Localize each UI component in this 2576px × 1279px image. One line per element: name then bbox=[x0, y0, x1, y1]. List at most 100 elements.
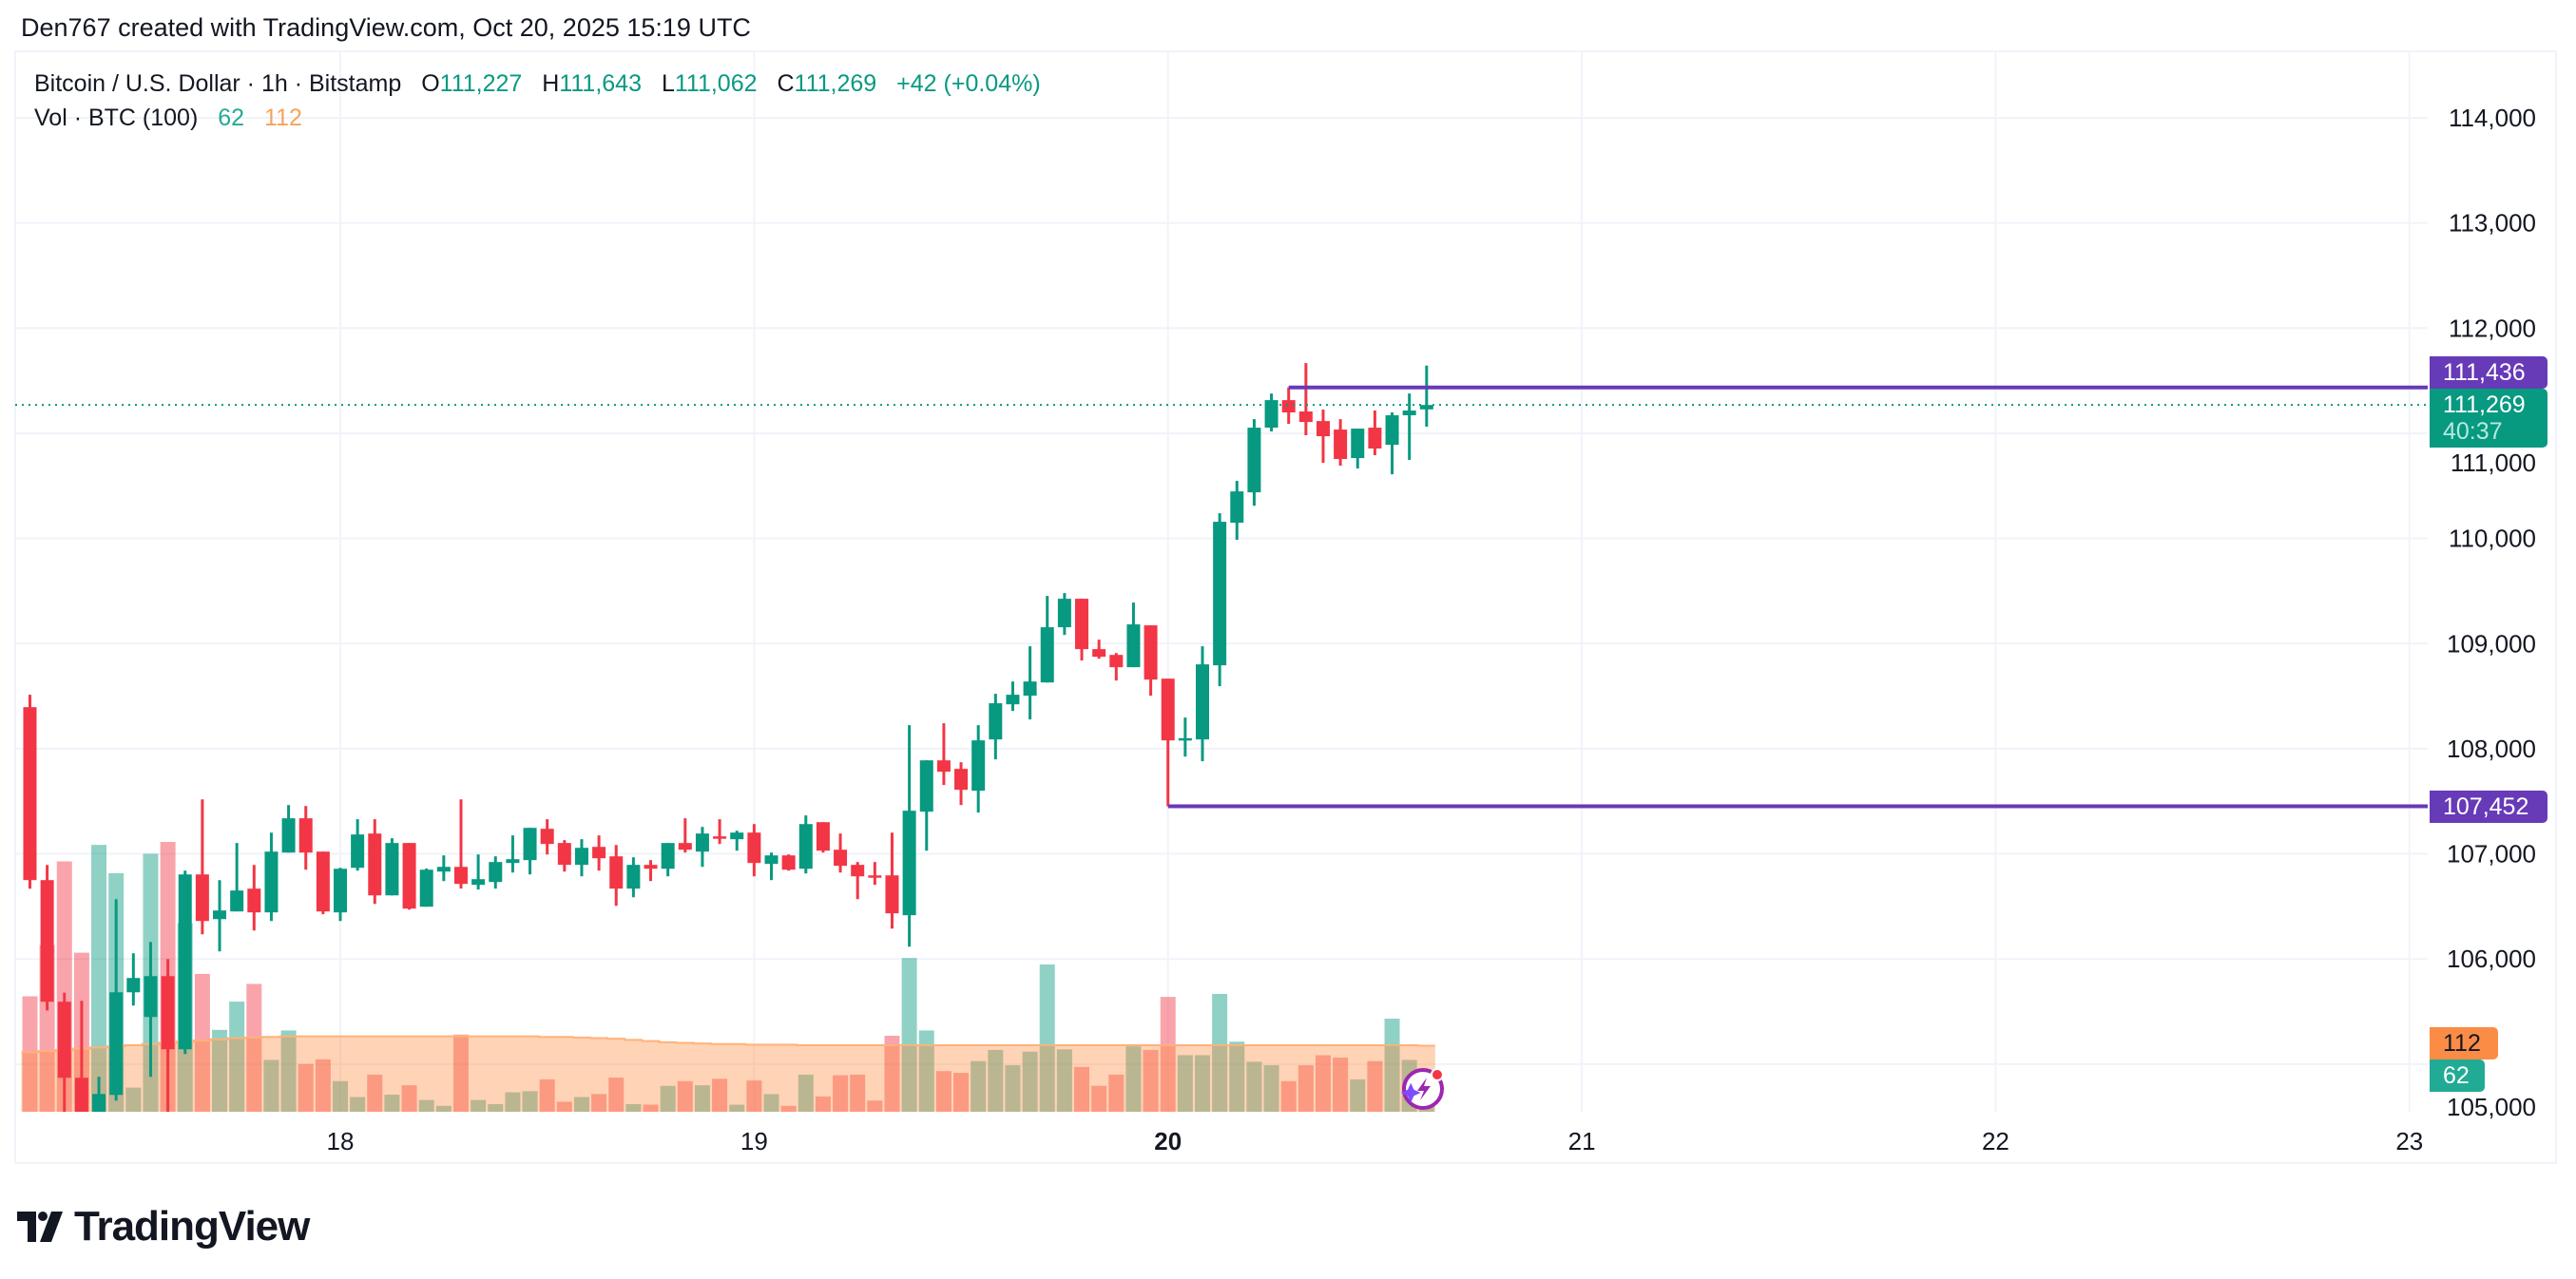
volume-ma-line bbox=[21, 1035, 1435, 1054]
candle-body bbox=[1092, 649, 1106, 658]
time-tick-label: 22 bbox=[1982, 1127, 2009, 1155]
volume-bar bbox=[884, 1036, 900, 1112]
volume-bar bbox=[1298, 1065, 1314, 1112]
candle-body bbox=[1178, 737, 1192, 741]
candle-body bbox=[74, 1078, 88, 1112]
chart-frame bbox=[14, 50, 2557, 1164]
close-label: C bbox=[777, 70, 795, 97]
tradingview-logo[interactable]: TradingView bbox=[17, 1203, 310, 1250]
volume-bar bbox=[1350, 1079, 1366, 1112]
volume-bar bbox=[833, 1075, 849, 1112]
candle-body bbox=[385, 843, 399, 896]
candle-body bbox=[178, 874, 192, 1050]
volume-bar bbox=[746, 1080, 762, 1112]
candle-body bbox=[471, 879, 486, 886]
assistant-icon[interactable] bbox=[1400, 1068, 1444, 1110]
price-tick-label: 109,000 bbox=[2447, 629, 2536, 658]
volume-title[interactable]: Vol · BTC (100) bbox=[34, 105, 199, 131]
candle-body bbox=[1144, 625, 1158, 680]
tradingview-logo-text: TradingView bbox=[74, 1203, 310, 1250]
candle-body bbox=[574, 848, 588, 866]
symbol-title[interactable]: Bitcoin / U.S. Dollar · 1h · Bitstamp bbox=[34, 70, 402, 97]
volume-bar bbox=[815, 1096, 831, 1112]
candle-body bbox=[713, 836, 727, 839]
candle-body bbox=[109, 992, 124, 1096]
time-tick-label: 23 bbox=[2395, 1127, 2423, 1155]
last-price-badge: 111,269 40:37 bbox=[2430, 389, 2547, 448]
volume-bar bbox=[1091, 1085, 1107, 1112]
volume-bar bbox=[677, 1080, 693, 1112]
volume-bar bbox=[22, 996, 38, 1112]
volume-bar bbox=[573, 1097, 589, 1112]
candle-body bbox=[1298, 411, 1313, 423]
volume-bar bbox=[1367, 1060, 1383, 1112]
volume-bar bbox=[1039, 964, 1055, 1112]
price-tick-label: 110,000 bbox=[2449, 525, 2536, 553]
volume-ma-badge: 112 bbox=[2430, 1027, 2498, 1059]
candle-body bbox=[936, 760, 951, 773]
candle-body bbox=[661, 843, 675, 869]
candle-body bbox=[1334, 430, 1348, 460]
candle-body bbox=[419, 869, 433, 907]
high-label: H bbox=[542, 70, 560, 97]
candles bbox=[23, 363, 1433, 1112]
candle-body bbox=[230, 890, 244, 912]
volume-bar bbox=[350, 1097, 366, 1112]
tradingview-logo-icon bbox=[17, 1212, 63, 1242]
candle-body bbox=[23, 707, 37, 881]
candle-body bbox=[1230, 491, 1244, 524]
candle-body bbox=[592, 847, 606, 859]
volume-bar bbox=[1315, 1055, 1331, 1112]
volume-bar bbox=[660, 1085, 676, 1112]
candle-body bbox=[764, 855, 779, 865]
high-value: 111,643 bbox=[559, 70, 642, 97]
volume-bar bbox=[1246, 1061, 1262, 1112]
candle-body bbox=[954, 769, 969, 791]
candle-body bbox=[316, 851, 330, 912]
candle-body bbox=[1213, 522, 1227, 666]
volume-bar bbox=[953, 1073, 970, 1112]
time-axis[interactable]: 18 19 20 21 22 23 bbox=[327, 1127, 2424, 1155]
volume-bar bbox=[935, 1071, 952, 1112]
volume-bar bbox=[1280, 1080, 1297, 1112]
chart-legend: Bitcoin / U.S. Dollar · 1h · Bitstamp O1… bbox=[34, 67, 1041, 135]
candle-body bbox=[213, 910, 227, 920]
resistance-price-badge: 111,436 bbox=[2430, 356, 2547, 389]
candle-body bbox=[919, 760, 933, 812]
volume-bar bbox=[780, 1105, 797, 1112]
last-price-value: 111,269 bbox=[2443, 391, 2526, 418]
candle-body bbox=[609, 856, 624, 889]
candle-body bbox=[626, 865, 641, 889]
volume-bar bbox=[918, 1030, 934, 1112]
volume-bar bbox=[418, 1099, 434, 1112]
candle-body bbox=[971, 740, 986, 792]
candle-body bbox=[506, 859, 520, 864]
low-label: L bbox=[661, 70, 675, 97]
volume-bar bbox=[367, 1074, 383, 1112]
candle-body bbox=[1385, 415, 1399, 446]
volume-bar bbox=[298, 1063, 314, 1112]
candle-body bbox=[1006, 695, 1020, 705]
candle-body bbox=[195, 874, 209, 922]
price-tick-label: 108,000 bbox=[2447, 735, 2536, 763]
candle-body bbox=[298, 818, 313, 853]
volume-bar bbox=[315, 1059, 331, 1112]
volume-bar bbox=[1384, 1019, 1400, 1112]
candle-body bbox=[695, 833, 709, 852]
horizontal-levels[interactable] bbox=[1167, 385, 2428, 809]
change-value: +42 (+0.04%) bbox=[896, 70, 1041, 97]
volume-bar bbox=[1125, 1046, 1142, 1112]
volume-bar bbox=[1022, 1051, 1038, 1112]
low-value: 111,062 bbox=[674, 70, 758, 97]
volume-bar bbox=[280, 1030, 297, 1112]
candle-body bbox=[453, 867, 468, 885]
candle-body bbox=[868, 875, 882, 878]
candle-body bbox=[1040, 627, 1054, 683]
candle-body bbox=[781, 855, 796, 870]
volume-bar bbox=[1056, 1049, 1072, 1112]
price-axis[interactable]: 114,000 113,000 112,000 111,000 110,000 109,0… bbox=[2447, 104, 2536, 1121]
volume-value: 62 bbox=[218, 105, 245, 131]
bar-countdown: 40:37 bbox=[2443, 418, 2503, 445]
candle-body bbox=[989, 703, 1003, 740]
